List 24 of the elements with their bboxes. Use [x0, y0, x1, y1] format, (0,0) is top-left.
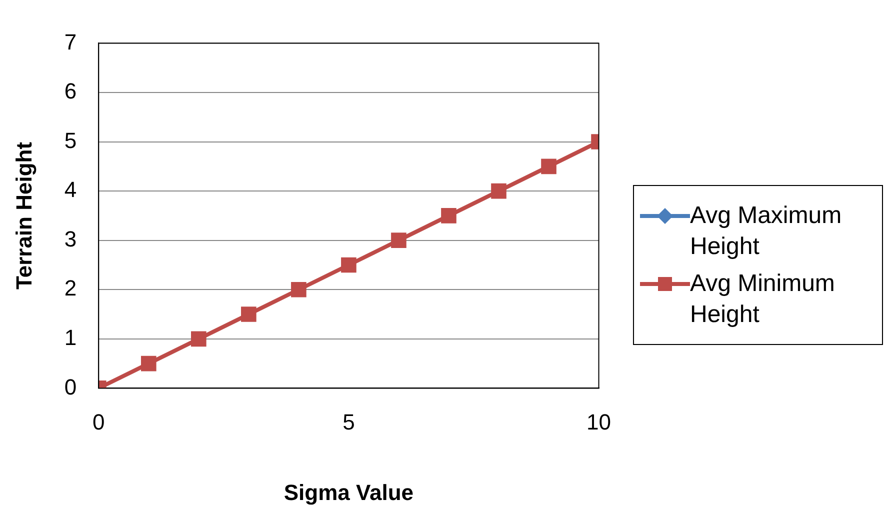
legend-label: Avg Minimum Height — [690, 268, 836, 330]
point — [241, 306, 256, 322]
point — [391, 232, 406, 248]
y-tick-label: 4 — [64, 177, 77, 202]
y-tick-label: 7 — [64, 29, 77, 54]
y-tick-label: 6 — [64, 78, 77, 104]
x-tick-label: 0 — [92, 409, 105, 434]
point — [541, 158, 556, 174]
x-axis-title: Sigma Value — [284, 480, 414, 505]
y-tick-label: 3 — [64, 226, 77, 252]
legend-label: Avg Maximum Height — [690, 200, 843, 262]
x-tick-label: 5 — [342, 409, 355, 434]
point — [491, 183, 506, 199]
point — [140, 356, 156, 372]
y-axis-title: Terrain Height — [11, 141, 36, 290]
point — [291, 282, 306, 298]
y-tick-label: 5 — [64, 128, 77, 153]
point — [341, 257, 356, 273]
y-tick-label: 0 — [64, 374, 77, 400]
y-tick-label: 1 — [64, 324, 77, 350]
point — [441, 208, 456, 224]
y-tick-label: 2 — [64, 276, 77, 301]
x-tick-label: 10 — [586, 409, 612, 434]
point — [191, 331, 206, 347]
